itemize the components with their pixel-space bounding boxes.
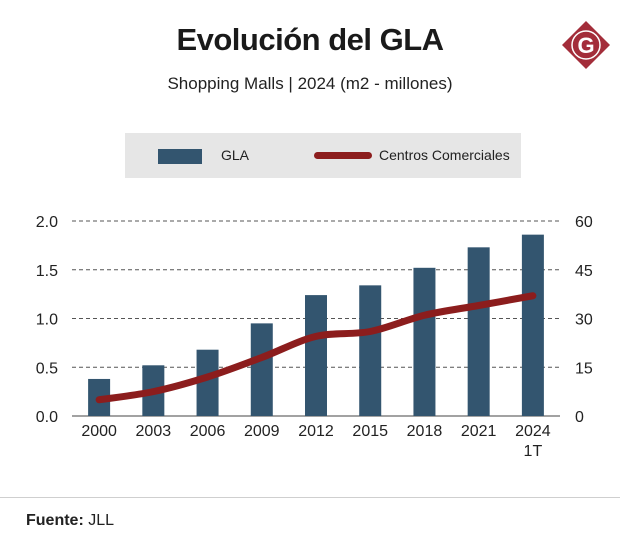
x-tick-label: 2015: [352, 423, 388, 440]
x-tick-label: 2000: [81, 423, 117, 440]
legend-centros-label: Centros Comerciales: [379, 147, 510, 163]
source-note: Fuente: JLL: [26, 512, 114, 530]
y-left-tick-label: 0.5: [36, 360, 58, 377]
x-tick-label: 2006: [190, 423, 226, 440]
y-right-tick-label: 15: [575, 360, 593, 377]
bar-gla: [413, 267, 436, 416]
x-tick-label: 2003: [136, 423, 172, 440]
chart-subtitle: Shopping Malls | 2024 (m2 - millones): [167, 74, 453, 93]
bar-gla: [521, 234, 544, 416]
bar-gla: [305, 295, 327, 416]
bar-gla: [250, 323, 273, 416]
y-right-tick-label: 0: [575, 409, 584, 426]
y-right-tick-label: 60: [575, 214, 593, 231]
bar-gla: [196, 349, 219, 416]
x-tick-sublabel: 1T: [524, 443, 543, 460]
x-tick-label: 2012: [298, 423, 334, 440]
x-tick-label: 2021: [461, 423, 497, 440]
legend-gla-label: GLA: [221, 147, 250, 163]
chart-title: Evolución del GLA: [176, 22, 444, 57]
chart-plot: 0.0 0 0.5 15 1.0 30 1.5 45 2.0 60 2000 2003 2006 2009…: [36, 214, 593, 460]
x-tick-label: 2009: [244, 423, 280, 440]
y-left-tick-label: 1.5: [36, 263, 58, 280]
y-left-tick-label: 1.0: [36, 312, 58, 329]
line-centros-comerciales: [95, 292, 537, 404]
legend-gla-swatch: [158, 149, 202, 164]
x-tick-label: 2024: [515, 423, 551, 440]
chart-legend: GLA Centros Comerciales: [125, 133, 521, 178]
g-logo-icon: G: [562, 21, 610, 69]
source-value: JLL: [88, 512, 115, 529]
footer-divider: [0, 497, 620, 498]
source-label: Fuente:: [26, 512, 84, 529]
bar-gla: [359, 285, 382, 416]
logo-letter: G: [577, 33, 594, 58]
y-left-tick-label: 2.0: [36, 214, 58, 231]
y-right-tick-label: 45: [575, 263, 593, 280]
legend-centros-swatch: [314, 152, 372, 159]
y-right-tick-label: 30: [575, 312, 593, 329]
x-tick-label: 2018: [407, 423, 443, 440]
bar-gla: [467, 247, 490, 416]
y-left-tick-label: 0.0: [36, 409, 58, 426]
